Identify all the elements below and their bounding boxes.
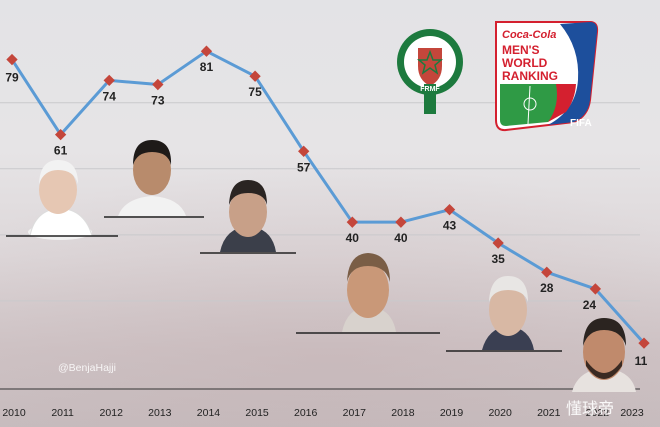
- x-tick-label: 2014: [197, 407, 221, 419]
- data-point-marker: [395, 216, 407, 228]
- data-label: 74: [103, 89, 117, 103]
- data-point-marker: [54, 128, 67, 141]
- x-tick-label: 2010: [2, 407, 26, 419]
- data-label: 28: [540, 281, 554, 295]
- x-tick-label: 2011: [51, 407, 74, 419]
- data-point-marker: [346, 216, 358, 228]
- data-label: 43: [443, 219, 457, 233]
- coach-portrait-2021: [446, 276, 562, 352]
- coach-portrait-2023: [572, 318, 636, 392]
- coach-portrait-2014: [200, 180, 296, 254]
- data-label: 24: [583, 298, 597, 312]
- x-tick-label: 2019: [440, 407, 464, 419]
- fifa-title-line-3: RANKING: [502, 69, 558, 83]
- data-label: 11: [635, 354, 648, 368]
- data-point-marker: [589, 283, 602, 295]
- fifa-title-line-2: WORLD: [502, 56, 548, 70]
- x-tick-label: 2012: [100, 407, 124, 419]
- watermark-site: 懂球帝: [566, 399, 614, 418]
- fifa-sponsor-text: Coca-Cola: [502, 29, 556, 41]
- data-point-marker: [492, 237, 504, 249]
- x-axis-tick-labels: 2010 2011 2012 2013 2014 2015 2016 2017 2018 2019…: [2, 407, 644, 419]
- x-tick-label: 2013: [148, 407, 172, 419]
- x-tick-label: 2021: [537, 407, 561, 419]
- x-tick-label: 2016: [294, 407, 318, 419]
- x-tick-label: 2017: [343, 407, 367, 419]
- data-label: 40: [394, 231, 408, 245]
- x-tick-label: 2023: [620, 407, 644, 419]
- data-label: 75: [248, 85, 262, 99]
- data-label: 79: [5, 71, 19, 85]
- data-point-marker: [638, 337, 650, 349]
- fifa-word-text: FIFA: [570, 118, 592, 129]
- frmf-crest-logo: FRMF: [397, 29, 463, 114]
- fifa-title-line-1: MEN'S: [502, 43, 540, 57]
- data-point-marker: [298, 145, 310, 157]
- data-label: 73: [151, 94, 165, 108]
- data-point-marker: [200, 45, 213, 57]
- data-point-marker: [6, 53, 18, 66]
- coach-portrait-2012: [104, 140, 204, 218]
- frmf-abbr-text: FRMF: [420, 86, 440, 93]
- coach-portrait-2010: [6, 160, 118, 240]
- x-tick-label: 2022: [586, 407, 610, 419]
- x-tick-label: 2018: [391, 407, 415, 419]
- x-tick-label: 2015: [245, 407, 269, 419]
- data-label: 81: [200, 60, 214, 74]
- data-label: 40: [346, 231, 360, 245]
- coach-portrait-2018: [296, 253, 440, 334]
- ranking-line: [10, 49, 646, 345]
- data-label: 57: [297, 160, 311, 174]
- data-label: 35: [491, 252, 505, 266]
- ranking-series: 79 61 74 73 81 75 57 40 40 43 35 28 24 11: [5, 45, 650, 368]
- watermark-handle: @BenjaHajji: [58, 362, 116, 374]
- fifa-ranking-badge: Coca-Cola MEN'S WORLD RANKING FIFA: [495, 21, 599, 132]
- data-point-marker: [443, 204, 456, 216]
- data-label: 61: [54, 144, 68, 158]
- data-point-marker: [541, 266, 553, 278]
- background-stadium-glow: [0, 150, 660, 427]
- x-tick-label: 2020: [488, 407, 512, 419]
